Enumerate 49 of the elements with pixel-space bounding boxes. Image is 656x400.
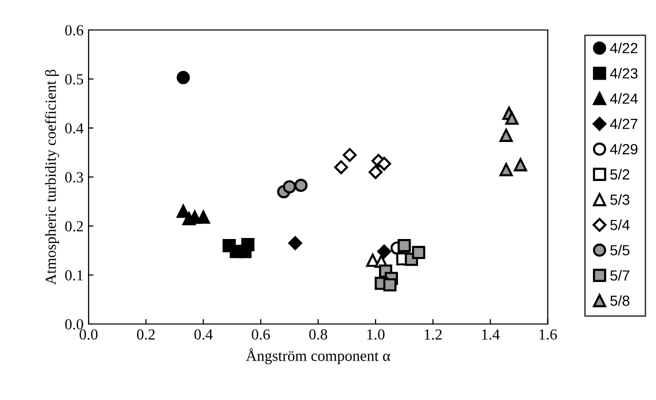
y-tick-label: 0.3 bbox=[65, 172, 84, 183]
legend-label: 5/4 bbox=[610, 219, 630, 230]
legend-label: 4/29 bbox=[610, 144, 638, 154]
legend-label: 5/5 bbox=[610, 244, 630, 256]
y-tick-label: 0.0 bbox=[65, 319, 84, 330]
point bbox=[342, 148, 357, 162]
point bbox=[176, 204, 190, 218]
point bbox=[196, 210, 210, 224]
x-tick-label: 1.2 bbox=[424, 329, 442, 340]
legend-label: 5/8 bbox=[610, 295, 630, 306]
legend-label: 5/2 bbox=[610, 168, 630, 180]
x-axis-title: Ångström component α bbox=[246, 348, 390, 364]
point bbox=[377, 244, 392, 258]
point bbox=[412, 246, 426, 260]
point bbox=[500, 128, 513, 142]
y-tick-label: 0.2 bbox=[65, 221, 83, 232]
point bbox=[241, 238, 254, 252]
point bbox=[398, 239, 411, 252]
point bbox=[377, 156, 392, 171]
point bbox=[176, 70, 190, 84]
point bbox=[366, 254, 380, 267]
point bbox=[294, 178, 308, 192]
x-tick-label: 1.6 bbox=[540, 329, 557, 340]
legend-label: 4/24 bbox=[610, 93, 638, 104]
y-tick-label: 0.4 bbox=[65, 123, 84, 134]
legend-label: 4/23 bbox=[610, 68, 638, 79]
x-tick-label: 0.8 bbox=[309, 329, 328, 340]
x-tick-label: 0.0 bbox=[80, 329, 98, 340]
y-tick-label: 0.6 bbox=[65, 25, 84, 36]
point bbox=[288, 236, 302, 250]
y-axis-title: Atmospheric turbidity coefficient β bbox=[44, 70, 60, 285]
x-tick-label: 0.2 bbox=[136, 329, 155, 340]
y-tick-label: 0.1 bbox=[65, 270, 83, 281]
point bbox=[282, 180, 296, 194]
x-tick-label: 0.6 bbox=[252, 329, 270, 340]
point bbox=[500, 163, 513, 176]
y-tick-label: 0.5 bbox=[65, 74, 84, 85]
legend-label: 5/3 bbox=[610, 194, 630, 205]
x-tick-label: 0.4 bbox=[194, 329, 213, 340]
point bbox=[368, 165, 382, 180]
x-tick-label: 1.4 bbox=[482, 329, 500, 340]
legend-label: 4/22 bbox=[610, 42, 638, 54]
point bbox=[383, 278, 397, 292]
legend-label: 5/7 bbox=[610, 270, 630, 281]
legend-label: 4/27 bbox=[610, 118, 638, 130]
point bbox=[505, 112, 518, 125]
x-tick-label: 1.0 bbox=[367, 329, 385, 340]
point bbox=[334, 160, 348, 174]
point bbox=[514, 158, 528, 172]
